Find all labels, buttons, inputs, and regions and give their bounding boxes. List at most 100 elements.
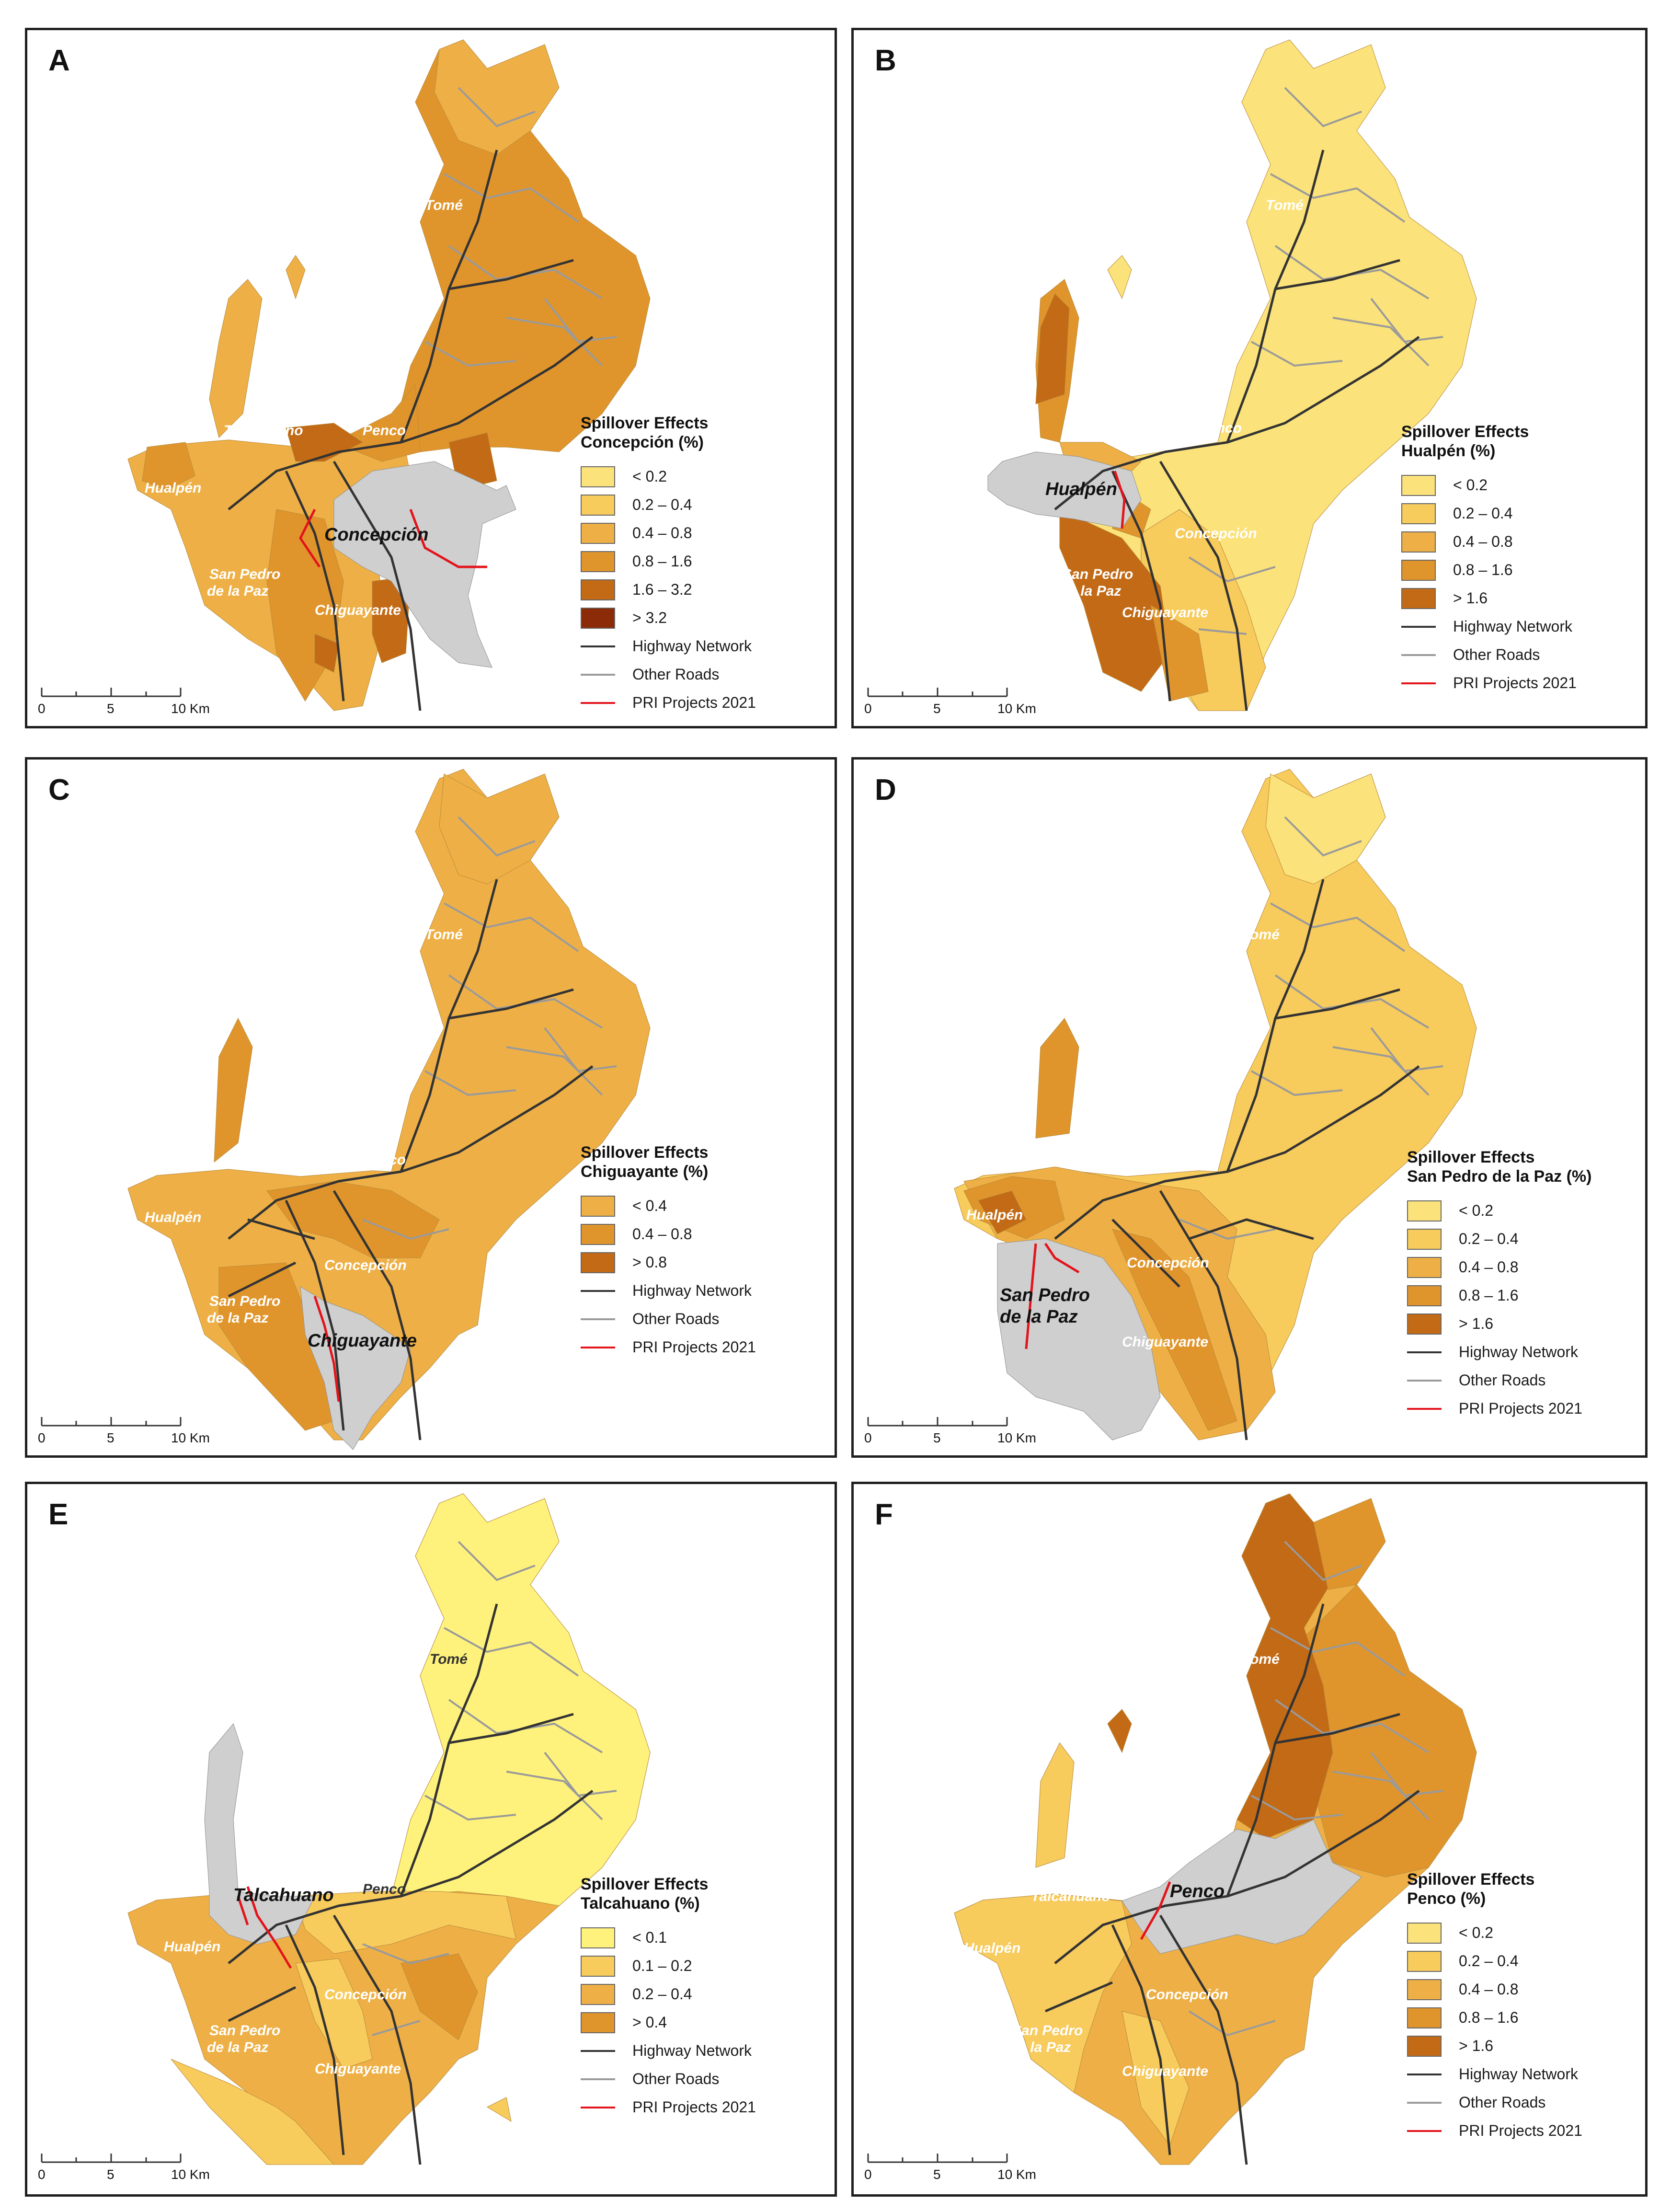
place-label-concepcion: Concepción [324, 1987, 407, 2003]
scale-label-0: 0 [38, 701, 46, 716]
place-label-tome: Tomé [425, 927, 463, 943]
zones [954, 1493, 1477, 2146]
legend-title: Spillover Effects Talcahuano (%) [581, 1875, 830, 1913]
legend-title-line1: Spillover Effects [581, 1143, 709, 1162]
legend-class-label: < 0.2 [1459, 1202, 1494, 1219]
place-label-hualpen: Hualpén [164, 1939, 220, 1955]
panel-letter: A [48, 44, 70, 77]
legend-pri-projects: PRI Projects 2021 [581, 2093, 830, 2121]
place-label-chiguayante: Chiguayante [1122, 1334, 1208, 1350]
legend-pri-projects: PRI Projects 2021 [1401, 669, 1645, 697]
legend-class-label: 0.2 – 0.4 [1459, 1952, 1519, 1970]
pri-project-lines [299, 508, 487, 568]
zones [1035, 255, 1266, 711]
pri-project-lines [1025, 1243, 1080, 1349]
legend-class-label: < 0.4 [632, 1197, 667, 1214]
scale-label-10km: 10 Km [171, 701, 210, 716]
place-label-tome: Tomé [1242, 1651, 1280, 1667]
place-label-san-pedro: San Pedro [1012, 2023, 1083, 2039]
legend-class-label: 0.4 – 0.8 [632, 1225, 692, 1243]
scale-label-5: 5 [933, 1430, 941, 1445]
scale-label-10km: 10 Km [997, 701, 1036, 716]
legend-class-item: > 0.4 [581, 2008, 830, 2037]
map-panel-d: Tomé Talcahuano Penco Hualpén Concepción… [851, 757, 1648, 1458]
legend-title-line1: Spillover Effects [1407, 1148, 1535, 1166]
legend-swatch [1401, 503, 1436, 524]
legend: Spillover Effects San Pedro de la Paz (%… [1407, 1148, 1645, 1423]
scale-bar: 0 5 10 Km [863, 2148, 1064, 2186]
place-label-concepcion: Concepción [1175, 526, 1257, 541]
legend-highway-label: Highway Network [632, 2042, 752, 2059]
place-label-chiguayante: Chiguayante [1122, 605, 1208, 621]
legend-swatch [581, 1927, 615, 1948]
legend-highway-label: Highway Network [632, 637, 752, 655]
map-f: Tomé Talcahuano Penco Hualpén Concepción… [954, 1493, 1477, 2165]
legend-class-label: 0.2 – 0.4 [632, 1985, 692, 2003]
legend-pri-projects-label: PRI Projects 2021 [632, 694, 756, 711]
legend-other-roads-label: Other Roads [632, 666, 720, 683]
map-a: Tomé Talcahuano Penco Hualpén Concepción… [127, 39, 651, 711]
place-label-tome: Tomé [425, 197, 463, 213]
legend-pri-projects-label: PRI Projects 2021 [1459, 1400, 1582, 1417]
scale-label-10km: 10 Km [171, 1430, 210, 1445]
place-label-chiguayante: Chiguayante [315, 602, 401, 618]
legend-swatch [581, 522, 615, 544]
place-label-talcahuano: Talcahuano [224, 1152, 303, 1168]
legend-title-line2: Concepción (%) [581, 433, 704, 451]
legend-highway-label: Highway Network [1453, 618, 1572, 635]
legend-swatch [581, 466, 615, 487]
legend-other-roads-label: Other Roads [1459, 1371, 1546, 1389]
legend-title: Spillover Effects San Pedro de la Paz (%… [1407, 1148, 1645, 1186]
legend-class-item: > 1.6 [1407, 1310, 1645, 1338]
panel-letter: D [875, 773, 896, 806]
place-label-chiguayante: Chiguayante [308, 1331, 417, 1351]
place-label-san-pedro: San Pedro [1062, 566, 1133, 582]
legend-swatch [1407, 1313, 1442, 1335]
place-label-de-la-paz: de la Paz [1000, 1307, 1078, 1327]
legend-pri-projects: PRI Projects 2021 [1407, 1394, 1645, 1423]
legend-pri-projects: PRI Projects 2021 [581, 689, 830, 717]
place-label-talcahuano: Talcahuano [1031, 1889, 1110, 1904]
scale-bar: 0 5 10 Km [863, 1411, 1064, 1450]
legend-swatch [1407, 2007, 1442, 2028]
road-network [228, 816, 617, 1440]
scale-label-5: 5 [107, 2167, 114, 2182]
place-label-penco: Penco [363, 1881, 406, 1897]
scale-bar: 0 5 10 Km [863, 682, 1064, 720]
scale-bar: 0 5 10 Km [37, 2148, 238, 2186]
legend-title-line2: Chiguayante (%) [581, 1163, 709, 1181]
legend-class-item: < 0.2 [1401, 471, 1645, 499]
place-label-penco: Penco [363, 423, 406, 438]
legend-class-item: 0.4 – 0.8 [581, 1220, 830, 1248]
road-network [228, 1541, 617, 2165]
legend-swatch [581, 1223, 615, 1245]
legend-highway: Highway Network [1407, 2060, 1645, 2088]
legend-classes: < 0.2 0.2 – 0.4 0.4 – 0.8 0.8 – 1.6 > 1.6 [1401, 471, 1645, 612]
legend-pri-projects: PRI Projects 2021 [1407, 2117, 1645, 2145]
legend-swatch [1401, 588, 1436, 609]
scale-label-0: 0 [38, 1430, 46, 1445]
place-label-talcahuano: Talcahuano [224, 423, 303, 438]
place-label-concepcion: Concepción [324, 525, 428, 545]
pri-project-lines [313, 1296, 340, 1402]
legend-class-item: 0.4 – 0.8 [1407, 1253, 1645, 1281]
legend-swatch [1401, 531, 1436, 553]
focus-area [300, 1286, 411, 1450]
legend-class-label: 0.4 – 0.8 [1453, 533, 1513, 550]
legend-class-item: < 0.2 [1407, 1197, 1645, 1225]
legend-swatch [581, 551, 615, 572]
legend-swatch [581, 607, 615, 629]
legend-title-line2: Talcahuano (%) [581, 1894, 700, 1912]
zones [214, 773, 560, 1431]
legend-swatch [1401, 474, 1436, 496]
legend-class-item: 0.8 – 1.6 [1401, 556, 1645, 584]
legend-class-label: 0.4 – 0.8 [1459, 1981, 1519, 1998]
legend-class-item: 0.2 – 0.4 [581, 1980, 830, 2008]
place-label-de-la-paz: de la Paz [207, 1310, 268, 1326]
map-panel-e: Tomé Talcahuano Penco Hualpén Concepción… [25, 1482, 837, 2197]
scale-label-0: 0 [864, 1430, 872, 1445]
pri-project-lines [1113, 471, 1126, 529]
legend-highway: Highway Network [1401, 612, 1645, 641]
pri-project-lines [237, 1886, 292, 1969]
scale-label-10km: 10 Km [171, 2167, 210, 2182]
